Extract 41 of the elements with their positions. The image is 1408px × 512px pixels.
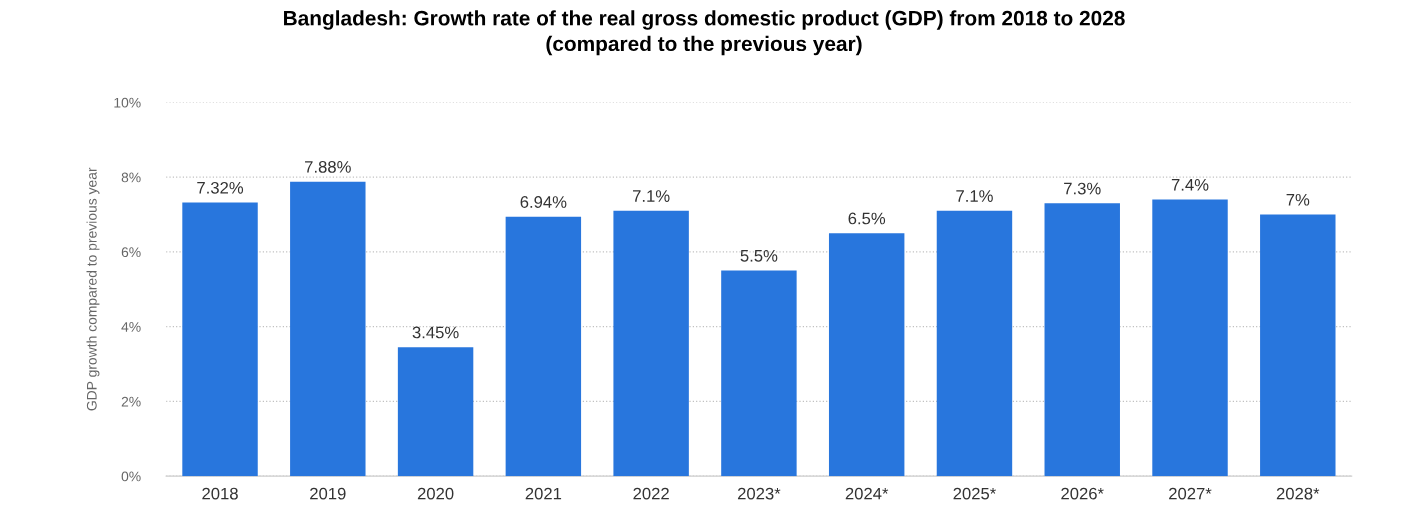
bar xyxy=(505,216,582,477)
data-label: 7.1% xyxy=(956,190,993,202)
y-axis-title: GDP growth compared to previous year xyxy=(86,167,100,411)
y-tick-label: 2% xyxy=(121,396,141,407)
data-label: 7.32% xyxy=(197,181,244,194)
data-label: 5.5% xyxy=(740,250,778,262)
data-label: 6.94% xyxy=(520,196,567,208)
x-tick-label: 2027* xyxy=(1169,487,1212,500)
bar xyxy=(290,181,366,477)
bar xyxy=(182,202,258,477)
x-tick-label: 2025* xyxy=(953,487,996,500)
data-label: 7.4% xyxy=(1171,179,1209,191)
x-tick-label: 2024* xyxy=(845,487,889,500)
x-tick-label: 2022 xyxy=(633,487,669,500)
data-label: 3.45% xyxy=(412,326,459,339)
bar xyxy=(1044,203,1120,477)
bar xyxy=(721,270,797,477)
y-tick-label: 8% xyxy=(121,172,141,183)
data-label: 7% xyxy=(1286,193,1310,206)
y-tick-label: 6% xyxy=(121,247,141,258)
x-tick-label: 2019 xyxy=(310,487,346,500)
chart-title: Bangladesh: Growth rate of the real gross domestic product (GDP) from 2018 to 2028 (compared to the previous year) xyxy=(284,10,1125,56)
x-tick-label: 2023* xyxy=(737,487,781,500)
data-label: 6.5% xyxy=(848,212,886,225)
bar xyxy=(613,210,689,477)
x-tick-label: 2020 xyxy=(417,487,454,500)
x-tick-label: 2018 xyxy=(202,487,238,500)
bar xyxy=(828,233,905,477)
bar xyxy=(1152,199,1228,477)
y-tick-label: 4% xyxy=(121,322,141,332)
data-label: 7.88% xyxy=(305,160,351,173)
data-label: 7.1% xyxy=(633,190,670,202)
x-tick-label: 2028* xyxy=(1276,487,1320,500)
y-tick-label: 10% xyxy=(114,97,141,108)
x-tick-label: 2026* xyxy=(1061,487,1104,500)
bar xyxy=(936,210,1013,477)
bar xyxy=(397,347,474,477)
x-tick-label: 2021 xyxy=(525,487,562,500)
data-label: 7.3% xyxy=(1064,182,1101,195)
y-tick-label: 0% xyxy=(121,471,141,482)
bar xyxy=(1260,214,1336,477)
